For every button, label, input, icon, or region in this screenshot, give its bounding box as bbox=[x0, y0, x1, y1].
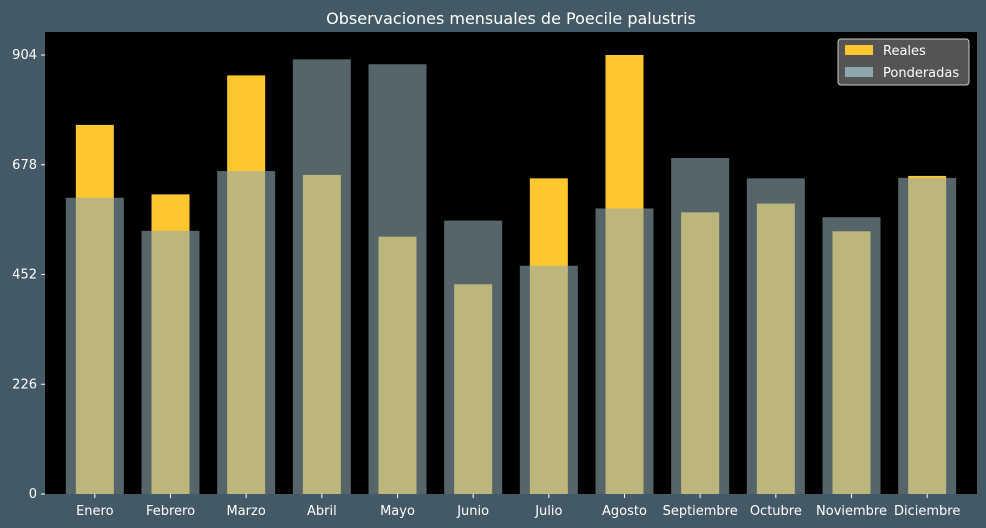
plot-area bbox=[45, 32, 977, 494]
x-tick-label: Agosto bbox=[602, 504, 647, 519]
bar-ponderadas-junio bbox=[444, 220, 503, 494]
x-tick-label: Noviembre bbox=[816, 504, 887, 519]
bar-ponderadas-diciembre bbox=[898, 177, 957, 494]
bar-ponderadas-agosto bbox=[595, 208, 654, 494]
y-axis: 0 226 452 678 904 bbox=[12, 48, 45, 502]
bar-ponderadas-enero bbox=[65, 197, 124, 494]
y-tick-label: 904 bbox=[12, 48, 37, 63]
bar-ponderadas-mayo bbox=[368, 64, 427, 494]
legend-label-reales: Reales bbox=[883, 44, 926, 59]
x-tick-label: Octubre bbox=[750, 504, 802, 519]
x-tick-label: Septiembre bbox=[663, 504, 738, 519]
y-tick-label: 678 bbox=[12, 158, 37, 173]
bar-ponderadas-febrero bbox=[141, 230, 200, 494]
bar-ponderadas-octubre bbox=[746, 178, 805, 494]
x-tick-label: Mayo bbox=[380, 504, 415, 519]
chart-title: Observaciones mensuales de Poecile palus… bbox=[326, 9, 696, 28]
series-ponderadas bbox=[65, 59, 957, 494]
legend-swatch-reales bbox=[845, 45, 873, 55]
bar-ponderadas-abril bbox=[292, 59, 351, 494]
bar-ponderadas-noviembre bbox=[822, 217, 881, 494]
bar-ponderadas-julio bbox=[519, 265, 578, 494]
y-tick-label: 0 bbox=[29, 487, 37, 502]
bar-ponderadas-marzo bbox=[217, 171, 276, 494]
legend-label-ponderadas: Ponderadas bbox=[883, 66, 959, 81]
x-axis: Enero Febrero Marzo Abril Mayo Junio Julio Agos… bbox=[76, 494, 960, 519]
y-tick-label: 226 bbox=[12, 377, 37, 392]
x-tick-label: Julio bbox=[534, 504, 562, 519]
bar-ponderadas-septiembre bbox=[671, 157, 730, 494]
x-tick-label: Enero bbox=[76, 504, 114, 519]
x-tick-label: Marzo bbox=[227, 504, 266, 519]
x-tick-label: Diciembre bbox=[894, 504, 960, 519]
y-tick-label: 452 bbox=[12, 268, 37, 283]
x-tick-label: Febrero bbox=[146, 504, 195, 519]
legend: Reales Ponderadas bbox=[837, 38, 970, 86]
x-tick-label: Abril bbox=[307, 504, 337, 519]
legend-swatch-ponderadas bbox=[845, 67, 873, 77]
x-tick-label: Junio bbox=[456, 504, 489, 519]
